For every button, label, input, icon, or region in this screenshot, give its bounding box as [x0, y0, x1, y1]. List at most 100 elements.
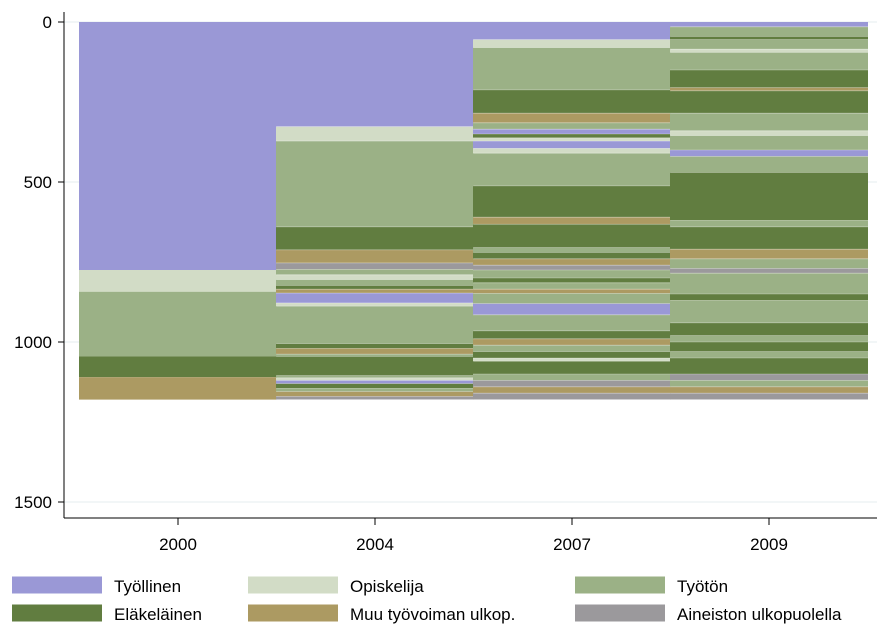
legend-label: Aineiston ulkopuolella [677, 605, 842, 624]
bar-segment [670, 22, 868, 27]
bar-segment [473, 303, 671, 315]
y-tick-label: 500 [24, 173, 52, 192]
bar-segment [670, 220, 868, 227]
bar-segment [473, 361, 671, 374]
bar-segment [670, 130, 868, 136]
x-tick-label: 2004 [356, 535, 394, 554]
bar-segment [473, 293, 671, 304]
bar-segment [473, 153, 671, 186]
bar-segment [670, 150, 868, 157]
bar-segment [276, 343, 474, 349]
bar-segment [473, 252, 671, 259]
bar-segment [473, 258, 671, 266]
bar-segment [276, 356, 474, 376]
legend: Työllinen Opiskelija Työtön Eläkeläinen Muu … [12, 576, 842, 624]
bar-segment [670, 351, 868, 358]
axes: 0 500 1000 1500 2000 2004 2007 2009 [14, 12, 877, 554]
bar-segment [670, 172, 868, 221]
bar-segment [276, 262, 474, 270]
bar-segment [79, 22, 277, 270]
bar-segment [276, 126, 474, 142]
legend-label: Muu työvoiman ulkop. [350, 605, 515, 624]
bar-2007 [473, 22, 671, 401]
legend-swatch [575, 576, 665, 594]
bar-segment [473, 148, 671, 154]
bar-segment [473, 129, 671, 134]
bar-segment [473, 393, 671, 400]
legend-swatch [12, 576, 102, 594]
bar-segment [670, 268, 868, 274]
bar-2004 [276, 22, 474, 401]
y-tick-label: 1500 [14, 493, 52, 512]
x-tick-label: 2009 [750, 535, 788, 554]
legend-swatch [248, 576, 338, 594]
bar-segment [276, 141, 474, 227]
bar-segment [276, 274, 474, 280]
bar-segment [473, 351, 671, 358]
bar-segment [79, 270, 277, 292]
bar-segment [473, 217, 671, 225]
bar-segment [473, 134, 671, 138]
bar-segment [473, 374, 671, 381]
bar-segment [473, 185, 671, 218]
bar-segment [670, 393, 868, 400]
legend-label: Työllinen [114, 577, 181, 596]
legend-item: Eläkeläinen [12, 604, 202, 624]
legend-swatch [12, 604, 102, 622]
bar-segment [276, 391, 474, 397]
legend-item: Aineiston ulkopuolella [575, 604, 842, 624]
y-tick-label: 0 [43, 13, 52, 32]
bar-segment [670, 49, 868, 53]
bar-segment [670, 258, 868, 269]
bar-segment [670, 374, 868, 381]
bar-segment [473, 282, 671, 290]
bar-segment [473, 137, 671, 142]
bar-segment [473, 289, 671, 294]
bar-segment [670, 52, 868, 70]
bar-segment [670, 135, 868, 150]
bar-segment [276, 302, 474, 307]
bar-segment [79, 377, 277, 400]
bar-segment [79, 291, 277, 357]
bar-segment [670, 113, 868, 131]
bar-segment [473, 265, 671, 270]
bar-segment [276, 285, 474, 290]
bar-segment [473, 278, 671, 283]
bar-segment [473, 224, 671, 248]
bar-segment [276, 388, 474, 392]
bar-segment [670, 156, 868, 173]
bar-segment [473, 247, 671, 253]
legend-swatch [575, 604, 665, 622]
bar-segment [670, 273, 868, 294]
x-tick-label: 2000 [159, 535, 197, 554]
bar-segment [276, 289, 474, 294]
row-separators-2007 [473, 39, 671, 401]
bar-segment [473, 358, 671, 362]
bar-segment [670, 26, 868, 37]
bar-segment [276, 375, 474, 378]
legend-item: Työtön [575, 576, 728, 596]
legend-label: Työtön [677, 577, 728, 596]
legend-swatch [248, 604, 338, 622]
bar-segment [276, 249, 474, 263]
bar-segment [670, 342, 868, 352]
bar-segment [276, 269, 474, 275]
bar-segment [670, 70, 868, 88]
bar-segment [473, 314, 671, 331]
bar-segment [473, 270, 671, 278]
legend-label: Eläkeläinen [114, 605, 202, 624]
legend-item: Työllinen [12, 576, 181, 596]
bar-segment [276, 354, 474, 357]
bar-segment [670, 249, 868, 259]
bar-segment [79, 356, 277, 378]
bar-segment [473, 113, 671, 123]
bar-segment [670, 90, 868, 114]
bar-2009 [670, 22, 868, 401]
bar-segment [473, 122, 671, 130]
bar-segment [276, 383, 474, 389]
bar-segment [473, 345, 671, 352]
bar-segment [670, 335, 868, 342]
bar-segment [276, 377, 474, 381]
bar-segment [670, 36, 868, 40]
